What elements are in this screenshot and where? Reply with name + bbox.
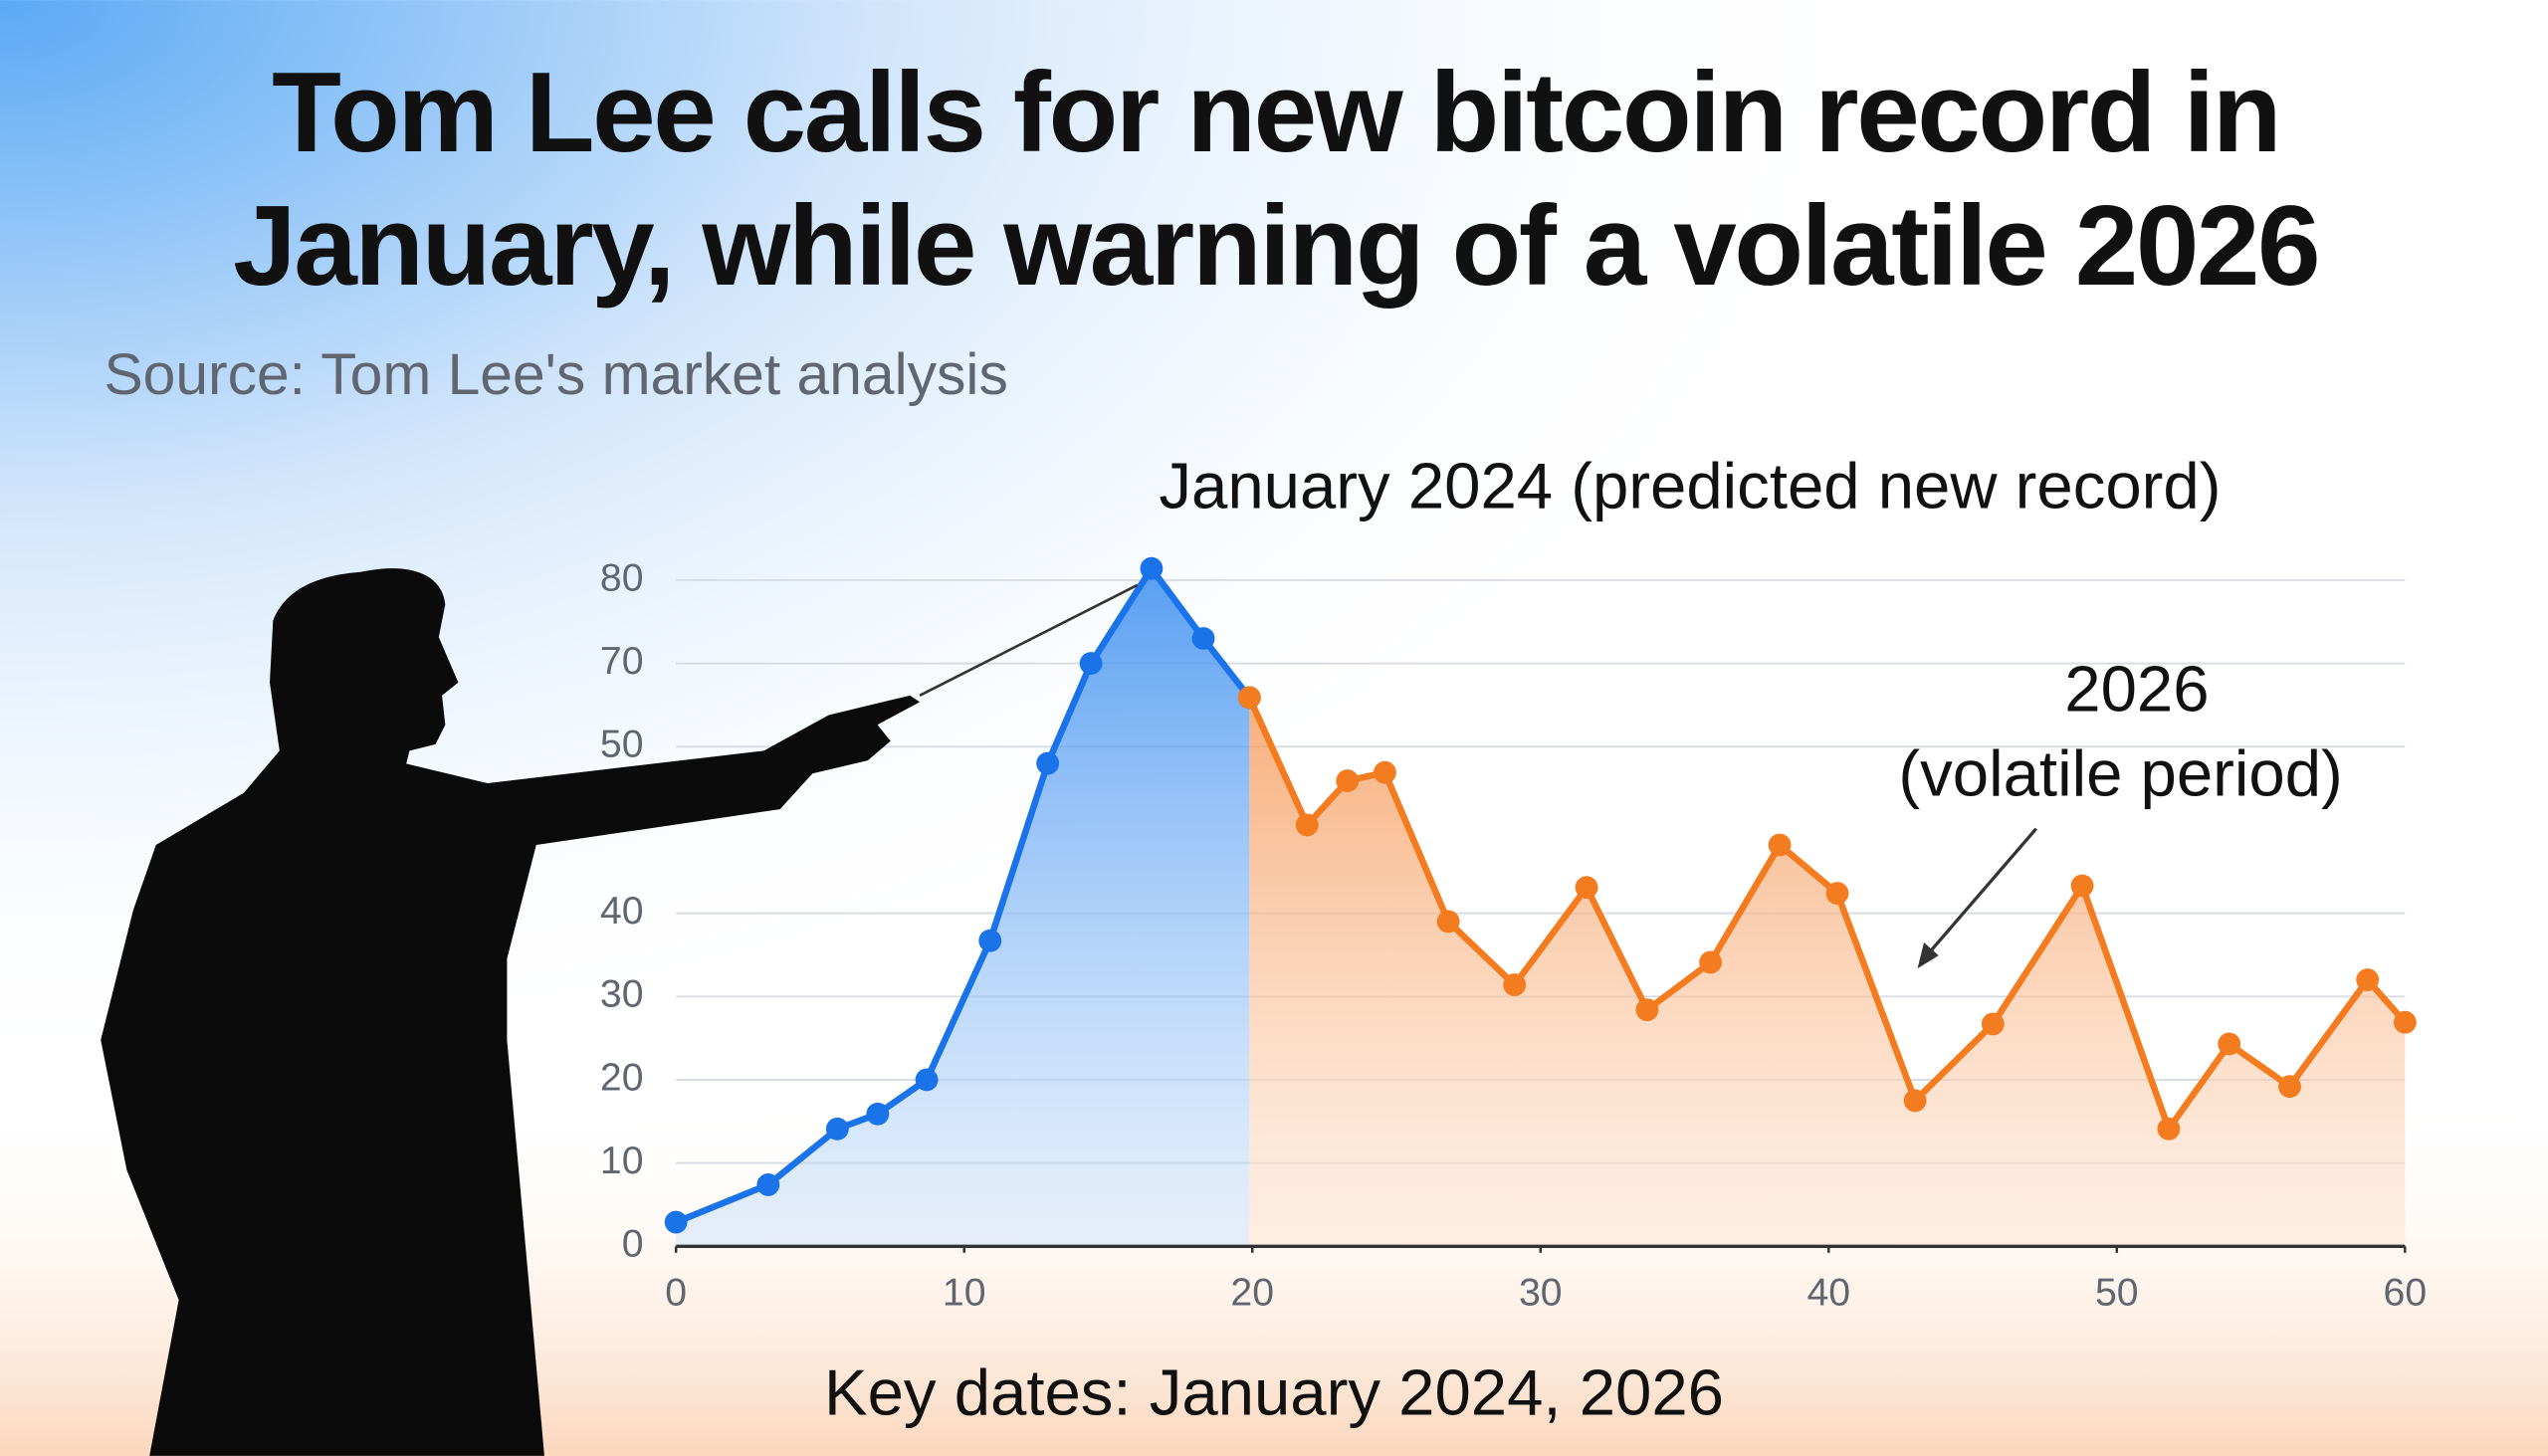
point [756, 1172, 780, 1196]
chart-title: Tom Lee calls for new bitcoin record in … [233, 49, 2321, 310]
point [978, 929, 1002, 952]
point [1981, 1012, 2005, 1036]
point [2157, 1117, 2181, 1141]
area [1249, 697, 2406, 1247]
point [1140, 556, 1164, 580]
point [1336, 769, 1360, 793]
point [2393, 1010, 2417, 1034]
x-tick-label: 10 [943, 1272, 986, 1315]
annotation: January 2024 (predicted new record) [1159, 449, 2221, 521]
point [1768, 833, 1792, 857]
plot-area: 0 10 20 30 40 50 70 80 0 10 20 30 40 50 60 [600, 556, 2427, 1314]
point [1373, 760, 1396, 784]
y-tick-label: 70 [600, 640, 644, 683]
point [2278, 1075, 2301, 1099]
point [1295, 813, 1319, 837]
y-tick-label: 20 [600, 1056, 644, 1099]
point [1237, 686, 1261, 710]
title-box: Tom Lee calls for new bitcoin record in … [233, 49, 2321, 310]
y-tick-label: 30 [600, 973, 644, 1016]
annotation-arrow [1922, 827, 2037, 960]
point [1699, 950, 1723, 974]
y-tick-label: 0 [622, 1223, 644, 1266]
area [676, 568, 1250, 1247]
x-tick-label: 60 [2384, 1272, 2428, 1315]
x-axis-label: Key dates: January 2024, 2026 [824, 1355, 1724, 1428]
annotation: 2026 [2064, 652, 2209, 725]
y-tick-label: 40 [600, 890, 644, 933]
point [1036, 751, 1060, 775]
point [2218, 1032, 2241, 1056]
point [1825, 882, 1849, 905]
y-tick-label: 80 [600, 556, 644, 599]
silhouette [101, 568, 921, 1456]
y-tick-label: 10 [600, 1140, 644, 1182]
point [866, 1102, 890, 1126]
point [664, 1210, 688, 1234]
arrow-head [1917, 942, 1939, 969]
point [1575, 876, 1598, 900]
point [1079, 652, 1103, 676]
x-tick-label: 30 [1519, 1272, 1563, 1315]
point [825, 1117, 849, 1141]
x-tick-label: 50 [2095, 1272, 2139, 1315]
subtitle: Source: Tom Lee's market analysis [104, 342, 1007, 407]
annotation-pointer [919, 583, 1139, 698]
y-tick-label: 50 [600, 724, 644, 766]
point [2356, 968, 2380, 991]
point [915, 1068, 939, 1092]
x-tick-label: 20 [1230, 1272, 1274, 1315]
annotation: (volatile period) [1898, 736, 2342, 809]
point [1191, 627, 1215, 650]
x-tick-label: 0 [665, 1272, 687, 1315]
x-tick-label: 40 [1806, 1272, 1850, 1315]
point [1503, 973, 1527, 997]
point [1436, 910, 1460, 934]
point [1635, 998, 1659, 1022]
point [2070, 874, 2094, 898]
point [1903, 1089, 1927, 1113]
